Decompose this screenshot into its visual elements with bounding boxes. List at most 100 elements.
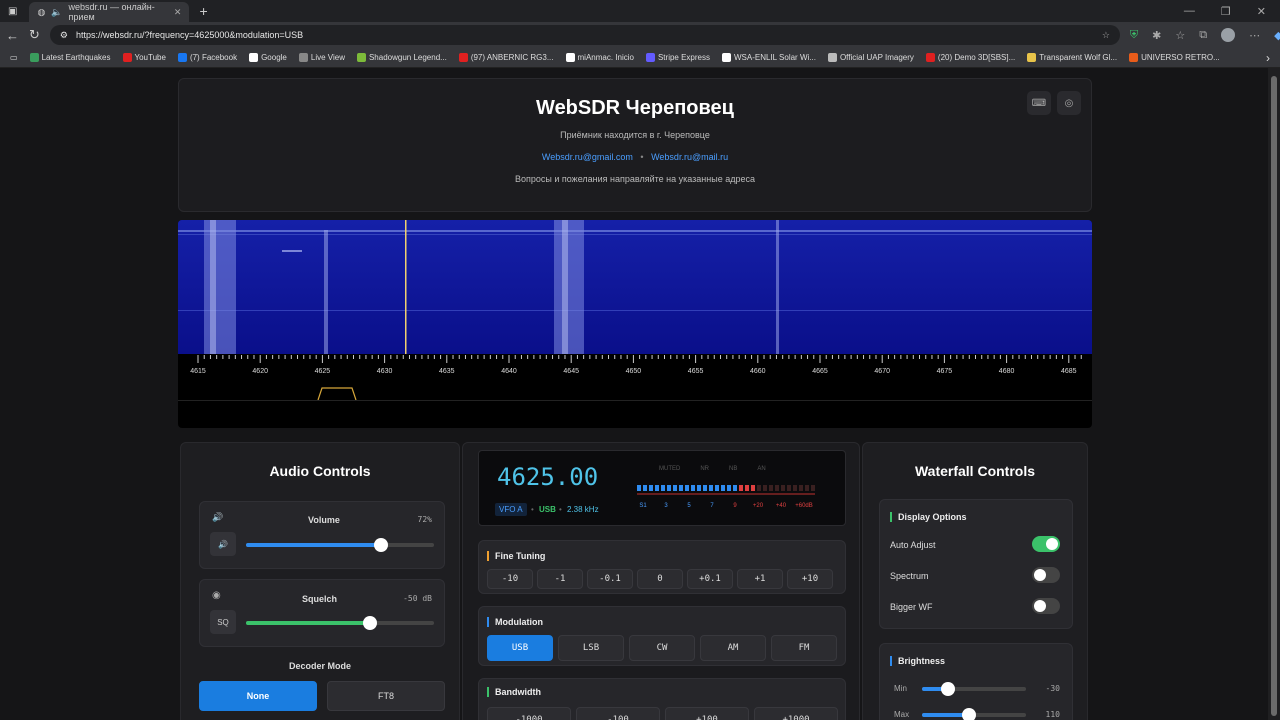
meter-segment [661, 485, 665, 491]
bookmark-favicon-icon [298, 53, 308, 62]
fine_steps-button[interactable]: +0.1 [687, 569, 733, 589]
max-brightness-slider[interactable] [922, 708, 1026, 720]
fine_steps-button[interactable]: 0 [637, 569, 683, 589]
scrollbar-thumb[interactable] [1271, 76, 1277, 716]
squelch-slider-thumb[interactable] [363, 616, 378, 630]
bookmark-item[interactable]: Official UAP Imagery [827, 53, 914, 62]
squelch-toggle-button[interactable]: SQ [210, 610, 236, 634]
mute-button[interactable]: 🔊 [210, 532, 236, 556]
frequency-scale[interactable]: 4615 4620 4625 4630 4635 4640 4645 4650 4655 4660… [178, 354, 1092, 384]
volume-slider-thumb[interactable] [374, 538, 389, 552]
page-scrollbar[interactable] [1268, 68, 1280, 720]
modes-button[interactable]: USB [487, 635, 553, 661]
bookmark-item[interactable]: UNIVERSO RETRO... [1129, 53, 1220, 62]
new-tab-button[interactable]: + [199, 3, 208, 19]
brightness-box: Brightness Min -30 Max 110 [879, 643, 1073, 720]
bw_steps-button[interactable]: +100 [665, 707, 749, 720]
bw_steps-button[interactable]: +1000 [754, 707, 838, 720]
auto-adjust-toggle[interactable] [1032, 536, 1060, 552]
bookmark-item[interactable]: (20) Demo 3D[SBS]... [925, 53, 1015, 62]
bookmark-item[interactable]: Live View [298, 53, 345, 62]
modes-button[interactable]: FM [771, 635, 837, 661]
bookmark-favicon-icon [645, 53, 655, 62]
max-brightness-thumb[interactable] [961, 708, 976, 720]
bw_steps-button[interactable]: -1000 [487, 707, 571, 720]
meter-segment [643, 485, 647, 491]
meter-label: +60dB [795, 503, 813, 509]
bookmark-item[interactable]: Transparent Wolf Gl... [1027, 53, 1117, 62]
restore-icon[interactable]: ❐ [1220, 5, 1231, 18]
meter-segment [709, 485, 713, 491]
s-meter: S1 3 5 7 9 +20 +40 +60dB [637, 485, 815, 509]
bw_steps-button[interactable]: -100 [576, 707, 660, 720]
bookmark-star-icon[interactable]: ☆ [1101, 29, 1110, 40]
bookmarks-overflow-icon[interactable]: › [1266, 50, 1270, 65]
bigger-wf-toggle[interactable] [1032, 598, 1060, 614]
meter-segment [769, 485, 773, 491]
fine_steps-button[interactable]: +10 [787, 569, 833, 589]
meter-segment [787, 485, 791, 491]
fine_steps-button[interactable]: -1 [537, 569, 583, 589]
bookmark-item[interactable]: miAnmac. Inicio [565, 53, 634, 62]
bookmark-item[interactable]: Shadowgun Legend... [356, 53, 447, 62]
volume-slider[interactable] [246, 538, 434, 552]
close-tab-icon[interactable]: ✕ [173, 6, 182, 17]
min-brightness-slider[interactable] [922, 682, 1026, 696]
bookmark-item[interactable]: (7) Facebook [177, 53, 237, 62]
modes-button[interactable]: LSB [558, 635, 624, 661]
bookmark-item[interactable]: WSA-ENLIL Solar Wi... [722, 53, 816, 62]
mailru-link[interactable]: Websdr.ru@mail.ru [651, 152, 729, 162]
back-icon[interactable]: ← [6, 27, 19, 43]
scale-label: 4665 [812, 368, 828, 375]
modes-button[interactable]: AM [700, 635, 766, 661]
modes-button[interactable]: CW [629, 635, 695, 661]
brightness-title: Brightness [890, 656, 945, 666]
meter-label: S1 [639, 503, 647, 509]
profile-avatar[interactable] [1221, 28, 1236, 42]
url-field[interactable]: ⚙ https://websdr.ru/?frequency=4625000&m… [49, 25, 1120, 45]
extensions-icon[interactable]: ✱ [1152, 29, 1162, 42]
favorites-icon[interactable]: ☆ [1175, 29, 1186, 42]
vfo-badge[interactable]: VFO A [495, 503, 527, 516]
meter-label: 7 [710, 503, 714, 509]
fine_steps-button[interactable]: -10 [487, 569, 533, 589]
scale-label: 4640 [501, 368, 517, 375]
fine_steps-button[interactable]: -0.1 [587, 569, 633, 589]
tab-actions-icon[interactable]: ▣ [8, 5, 18, 17]
browser-tab[interactable]: ◍ 🔈 websdr.ru — онлайн-прием ✕ [29, 2, 190, 22]
copilot-icon[interactable]: ◆ [1274, 29, 1280, 42]
collections-icon[interactable]: ⧉ [1199, 28, 1208, 41]
bookmark-item[interactable]: Google [249, 53, 287, 62]
menu-icon[interactable]: ⋯ [1249, 29, 1261, 42]
decoder-none-button[interactable]: None [199, 681, 317, 711]
mode-readout: USB [539, 505, 556, 514]
bookmark-item[interactable]: YouTube [122, 53, 166, 62]
waterfall-image[interactable] [178, 220, 1092, 354]
site-info-icon[interactable]: ⚙ [59, 29, 68, 40]
reload-icon[interactable]: ↻ [29, 27, 40, 42]
frequency-readout[interactable]: 4625.00 [497, 463, 599, 491]
waterfall-display[interactable]: 4615 4620 4625 4630 4635 4640 4645 4650 4655 4660… [178, 220, 1092, 428]
bookmark-item[interactable]: Latest Earthquakes [29, 53, 111, 62]
decoder-mode-title: Decoder Mode [288, 661, 351, 671]
bookmark-favicon-icon [177, 53, 187, 62]
shield-extension-icon[interactable]: ⛨ [1129, 28, 1139, 41]
scale-label: 4650 [626, 368, 642, 375]
meter-segment [763, 485, 767, 491]
settings-icon[interactable]: ◎ [1057, 91, 1081, 115]
bookmark-item[interactable]: Stripe Express [645, 53, 710, 62]
reading-list-icon[interactable]: ▭ [10, 53, 18, 62]
minimize-icon[interactable]: — [1183, 4, 1195, 17]
gmail-link[interactable]: Websdr.ru@gmail.com [541, 152, 633, 162]
meter-segment [649, 485, 653, 491]
passband-indicator[interactable] [178, 384, 1092, 404]
keyboard-icon[interactable]: ⌨ [1027, 91, 1051, 115]
min-brightness-thumb[interactable] [941, 682, 955, 696]
squelch-slider[interactable] [246, 616, 434, 630]
close-window-icon[interactable]: ✕ [1256, 5, 1266, 18]
fine_steps-button[interactable]: +1 [737, 569, 783, 589]
bookmark-item[interactable]: (97) ANBERNIC RG3... [458, 53, 554, 62]
decoder-ft8-button[interactable]: FT8 [327, 681, 445, 711]
speaker-icon[interactable]: 🔈 [51, 6, 63, 17]
spectrum-toggle[interactable] [1032, 567, 1060, 583]
